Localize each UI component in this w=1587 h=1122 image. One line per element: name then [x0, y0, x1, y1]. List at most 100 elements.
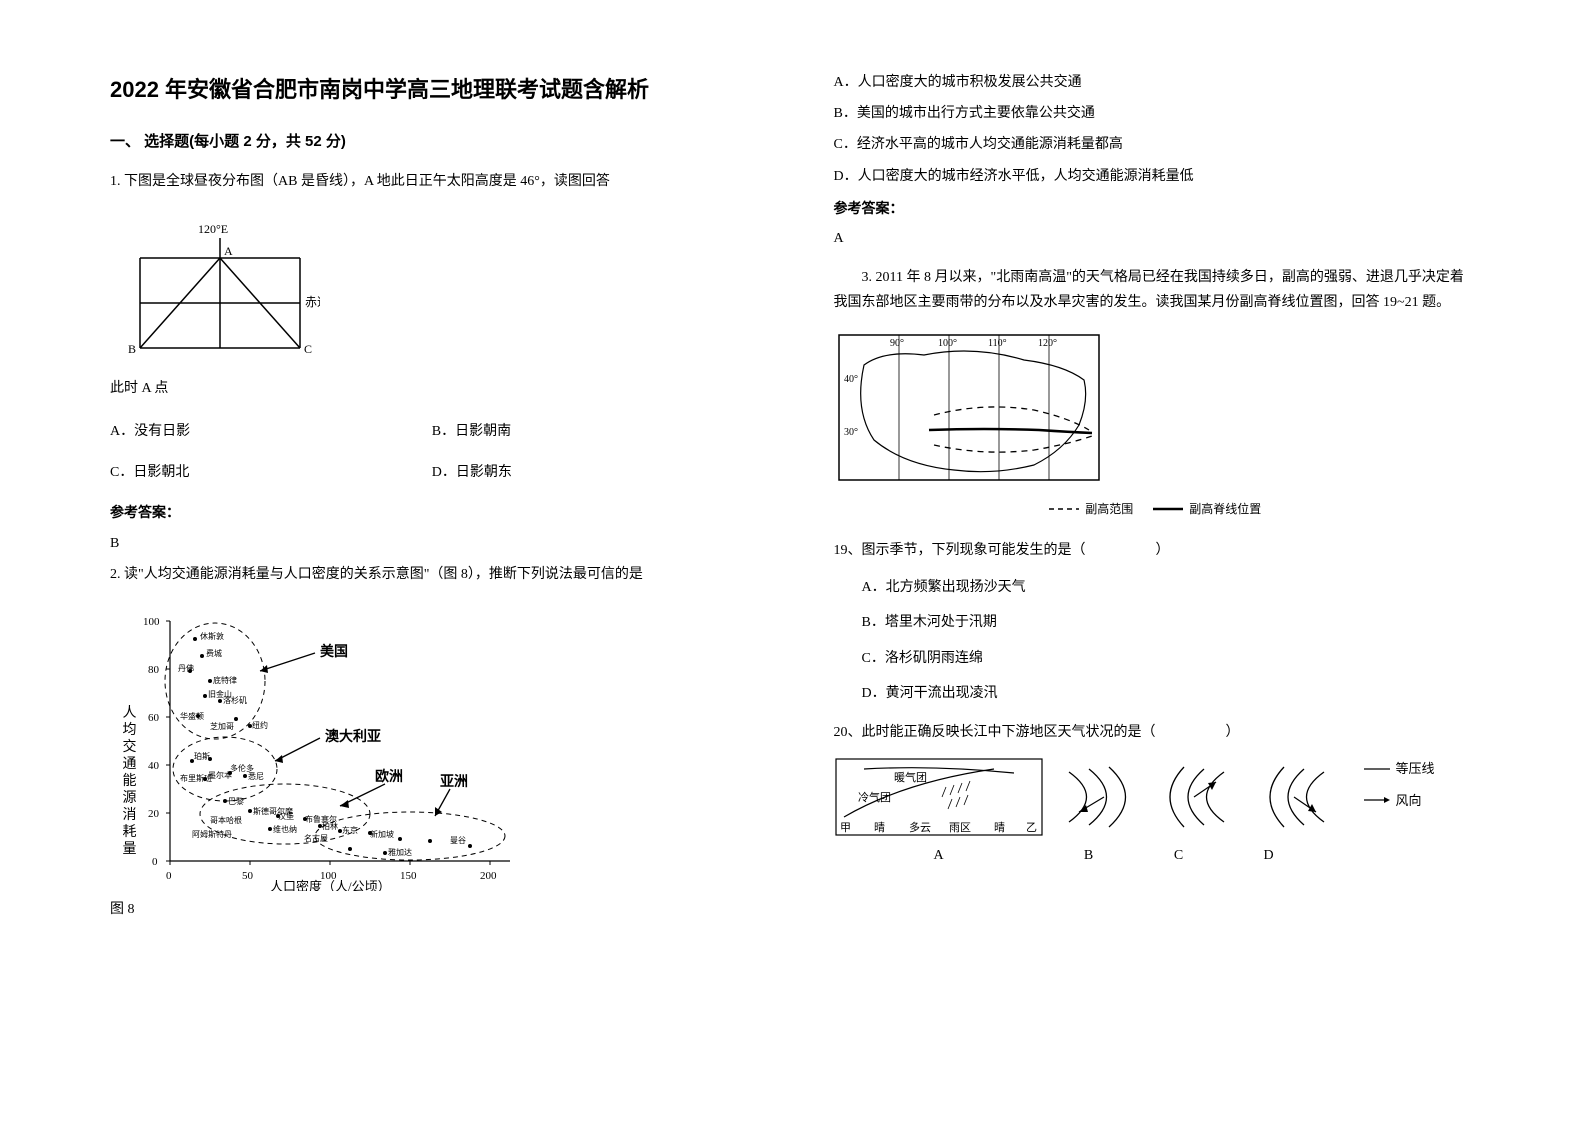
svg-text:曼谷: 曼谷 [450, 836, 466, 845]
svg-text:珀斯: 珀斯 [194, 751, 210, 761]
left-column: 2022 年安徽省合肥市南岗中学高三地理联考试题含解析 一、 选择题(每小题 2… [90, 70, 794, 1072]
svg-text:100: 100 [143, 616, 160, 628]
svg-text:人口密度（人/公顷）: 人口密度（人/公顷） [270, 879, 391, 891]
svg-text:美国: 美国 [320, 643, 348, 660]
q1-options-row1: A．没有日影 B．日影朝南 [110, 419, 754, 444]
svg-text:冷气团: 冷气团 [858, 790, 891, 804]
page-title: 2022 年安徽省合肥市南岗中学高三地理联考试题含解析 [110, 70, 754, 110]
svg-text:亚洲: 亚洲 [440, 774, 468, 790]
q1-answer-label: 参考答案： [110, 501, 754, 526]
svg-text:休斯敦: 休斯敦 [200, 631, 224, 641]
svg-text:雅加达: 雅加达 [388, 847, 412, 857]
china-map: 90° 100° 110° 120° 40° 30° [834, 330, 1114, 495]
q1-answer: B [110, 531, 754, 556]
svg-text:150: 150 [400, 870, 417, 882]
svg-text:110°: 110° [988, 338, 1007, 349]
svg-text:澳大利亚: 澳大利亚 [325, 728, 381, 745]
svg-text:人均交通能源消耗量: 人均交通能源消耗量 [121, 704, 137, 857]
q20-figure: 暖气团 冷气团 甲 晴 多云 雨区 晴 乙 [834, 757, 1478, 868]
svg-text:20: 20 [148, 808, 160, 820]
q19-stem: 19、图示季节，下列现象可能发生的是（ ） [834, 538, 1478, 563]
q19-optB: B．塔里木河处于汛期 [862, 610, 1478, 635]
q19-optC: C．洛杉矶阴雨连绵 [862, 646, 1478, 671]
svg-text:雨区: 雨区 [949, 822, 971, 834]
svg-text:多云: 多云 [909, 820, 931, 834]
svg-text:120°: 120° [1038, 338, 1057, 349]
section-heading: 一、 选择题(每小题 2 分，共 52 分) [110, 128, 754, 155]
q2-optC: C．经济水平高的城市人均交通能源消耗量都高 [834, 132, 1478, 157]
svg-text:40: 40 [148, 760, 160, 772]
q3-intro: 3. 2011 年 8 月以来，"北雨南高温"的天气格局已经在我国持续多日，副高… [834, 265, 1478, 315]
q2-figure: 0 20 40 60 80 100 0 50 100 150 200 人均交通能… [110, 601, 754, 922]
q1-optA: A．没有日影 [110, 419, 432, 444]
svg-text:甲: 甲 [840, 822, 851, 834]
q20-stem: 20、此时能正确反映长江中下游地区天气状况的是（ ） [834, 720, 1478, 745]
q2-answer-label: 参考答案： [834, 197, 1478, 222]
svg-text:40°: 40° [844, 374, 858, 385]
q2-optD: D．人口密度大的城市经济水平低，人均交通能源消耗量低 [834, 164, 1478, 189]
svg-text:0: 0 [166, 870, 172, 882]
svg-text:芝加哥: 芝加哥 [210, 721, 234, 731]
label-A: A [224, 244, 233, 258]
svg-text:100°: 100° [938, 338, 957, 349]
svg-text:晴: 晴 [994, 821, 1005, 834]
legend-dash: 副高范围 [1049, 499, 1133, 521]
q20-legend: 等压线 风向 [1364, 757, 1435, 812]
scatter-chart: 0 20 40 60 80 100 0 50 100 150 200 人均交通能… [110, 601, 530, 891]
svg-text:悉尼: 悉尼 [248, 771, 264, 781]
svg-text:名古屋: 名古屋 [304, 833, 328, 843]
q19-optD: D．黄河干流出现凌汛 [862, 681, 1478, 706]
q1-optB: B．日影朝南 [432, 419, 754, 444]
svg-text:新加坡: 新加坡 [370, 829, 394, 839]
svg-text:50: 50 [242, 870, 254, 882]
label-C: C [304, 342, 312, 356]
q1-stem: 1. 下图是全球昼夜分布图（AB 是昏线），A 地此日正午太阳高度是 46°，读… [110, 169, 754, 194]
q1-optD: D．日影朝东 [432, 460, 754, 485]
q2-fig-caption: 图 8 [110, 897, 754, 922]
svg-text:汉堡: 汉堡 [278, 811, 294, 821]
svg-text:30°: 30° [844, 427, 858, 438]
q1-figure: 120°E A 赤道 B C [120, 208, 754, 358]
svg-text:底特律: 底特律 [213, 675, 237, 685]
svg-text:维也纳: 维也纳 [273, 824, 297, 834]
svg-text:哥本哈根: 哥本哈根 [210, 815, 242, 825]
svg-text:洛杉矶: 洛杉矶 [223, 695, 247, 705]
right-column: A．人口密度大的城市积极发展公共交通 B．美国的城市出行方式主要依靠公共交通 C… [794, 70, 1498, 1072]
label-B: B [128, 342, 136, 356]
q3-map: 90° 100° 110° 120° 40° 30° 副高范围 副高脊线位置 [834, 330, 1478, 521]
q1-optC: C．日影朝北 [110, 460, 432, 485]
svg-text:乙: 乙 [1026, 821, 1037, 834]
svg-text:200: 200 [480, 870, 497, 882]
front-diagram: 暖气团 冷气团 甲 晴 多云 雨区 晴 乙 [834, 757, 1044, 837]
svg-text:华盛顿: 华盛顿 [180, 711, 204, 721]
q1-sub: 此时 A 点 [110, 376, 754, 401]
svg-text:90°: 90° [890, 338, 904, 349]
svg-text:80: 80 [148, 664, 160, 676]
q19-optA: A．北方频繁出现扬沙天气 [862, 575, 1478, 600]
q2-stem: 2. 读"人均交通能源消耗量与人口密度的关系示意图"（图 8），推断下列说法最可… [110, 562, 754, 587]
isobar-B [1054, 757, 1144, 837]
q2-answer: A [834, 226, 1478, 251]
svg-text:阿姆斯特丹: 阿姆斯特丹 [192, 829, 232, 839]
map-legend: 副高范围 副高脊线位置 [834, 499, 1478, 521]
svg-text:柏林: 柏林 [322, 821, 338, 831]
svg-text:巴黎: 巴黎 [228, 796, 244, 806]
q2-optA: A．人口密度大的城市积极发展公共交通 [834, 70, 1478, 95]
q2-optB: B．美国的城市出行方式主要依靠公共交通 [834, 101, 1478, 126]
svg-text:东京: 东京 [342, 825, 358, 835]
svg-text:0: 0 [152, 856, 158, 868]
svg-text:60: 60 [148, 712, 160, 724]
q1-options-row2: C．日影朝北 D．日影朝东 [110, 460, 754, 485]
svg-text:欧洲: 欧洲 [375, 768, 403, 785]
svg-text:暖气团: 暖气团 [894, 770, 927, 784]
isobar-C [1154, 757, 1244, 837]
legend-solid: 副高脊线位置 [1153, 499, 1261, 521]
svg-text:纽约: 纽约 [252, 720, 268, 730]
svg-text:丹佛: 丹佛 [178, 663, 194, 673]
svg-text:费城: 费城 [206, 648, 222, 658]
globe-diagram: 120°E A 赤道 B C [120, 208, 320, 358]
lon-label: 120°E [198, 222, 228, 236]
q20-option-labels: A B C D [834, 843, 1478, 868]
svg-text:晴: 晴 [874, 821, 885, 834]
svg-text:布里斯班: 布里斯班 [180, 773, 212, 783]
